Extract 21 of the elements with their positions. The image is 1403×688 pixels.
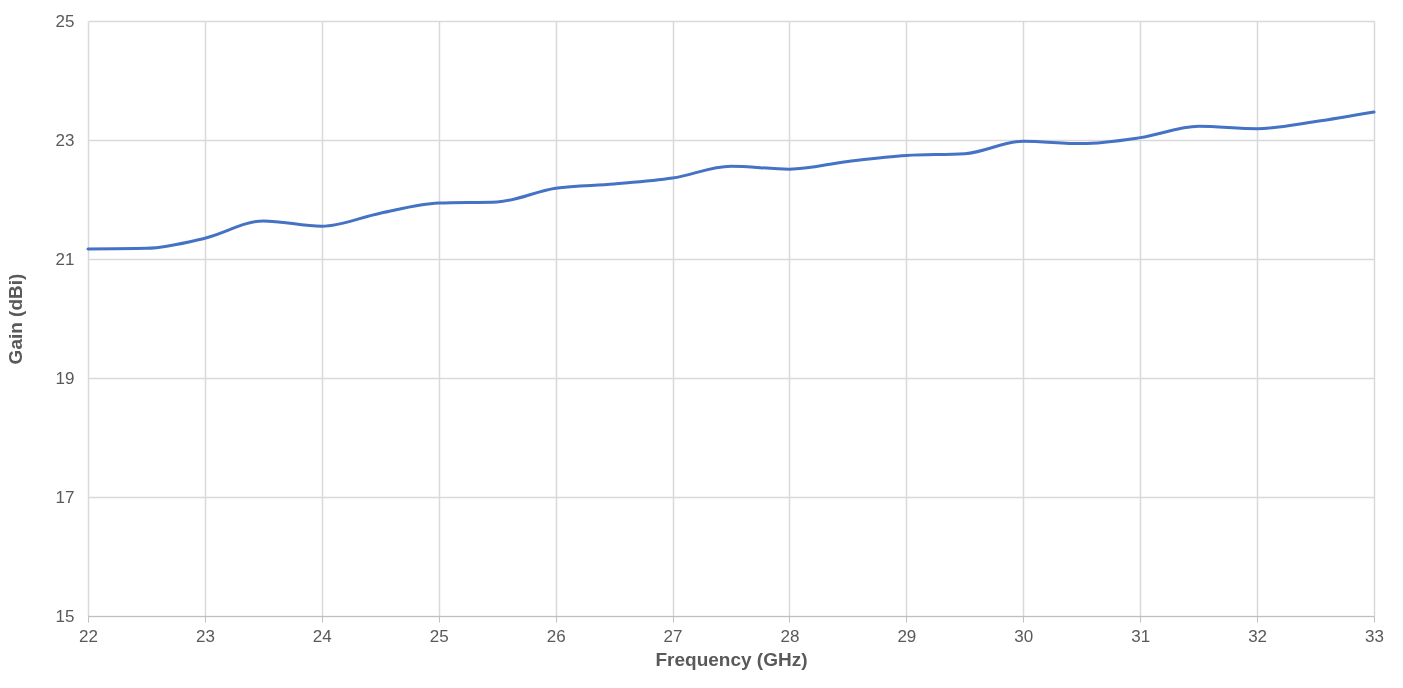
y-tick-label: 17 — [55, 487, 75, 507]
y-tick-label: 21 — [55, 249, 75, 269]
x-tick-label: 25 — [429, 626, 449, 646]
y-axis-title: Gain (dBi) — [4, 273, 26, 365]
x-tick-label: 30 — [1014, 626, 1034, 646]
x-tick-label: 32 — [1248, 626, 1268, 646]
x-tick-label: 29 — [897, 626, 917, 646]
x-tick-label: 28 — [780, 626, 800, 646]
x-tick-label: 22 — [79, 626, 98, 646]
y-tick-label: 19 — [55, 368, 75, 388]
line-series — [86, 110, 1376, 251]
x-tick-label: 31 — [1131, 626, 1151, 646]
x-axis-title: Frequency (GHz) — [655, 648, 808, 670]
x-tick-label: 33 — [1365, 626, 1384, 646]
x-tick-label: 27 — [663, 626, 683, 646]
x-tick-label: 26 — [546, 626, 566, 646]
y-tick-label: 25 — [55, 11, 75, 31]
y-tick-label: 23 — [55, 130, 75, 150]
x-tick-label: 23 — [195, 626, 215, 646]
x-tick-label: 24 — [312, 626, 332, 646]
y-tick-label: 15 — [55, 606, 75, 626]
